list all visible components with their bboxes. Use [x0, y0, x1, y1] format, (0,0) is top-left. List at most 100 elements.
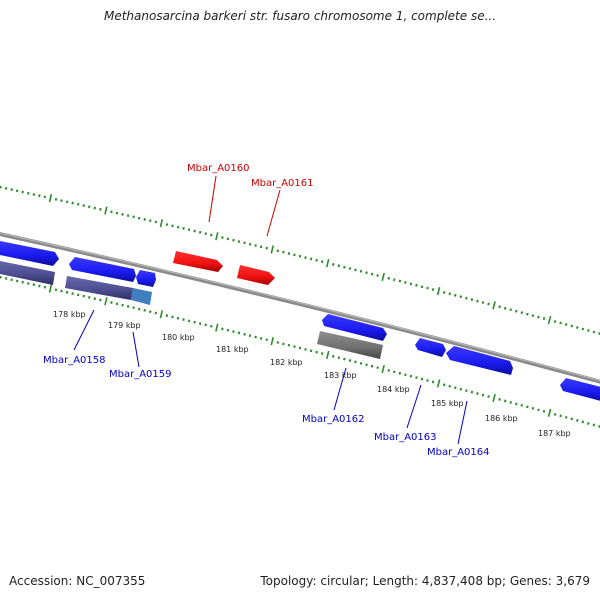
minor-tick: [82, 204, 85, 207]
minor-tick: [115, 302, 119, 306]
label-leaders: [73, 175, 468, 445]
minor-tick: [110, 301, 113, 304]
minor-tick: [254, 335, 257, 339]
minor-tick: [60, 289, 63, 293]
gene-block[interactable]: [317, 331, 383, 359]
minor-tick: [71, 201, 74, 205]
minor-tick: [243, 241, 246, 245]
minor-tick: [509, 401, 513, 404]
gene-block[interactable]: [0, 260, 55, 285]
minor-tick: [348, 359, 352, 362]
tick-label: 180 kbp: [162, 333, 195, 342]
minor-tick: [587, 422, 590, 425]
minor-tick: [4, 277, 8, 280]
minor-tick: [15, 279, 19, 283]
minor-tick: [376, 274, 379, 277]
minor-tick: [387, 369, 390, 372]
minor-tick: [171, 315, 174, 319]
minor-tick: [426, 286, 429, 290]
minor-tick: [454, 293, 457, 297]
gene-track-forward: [0, 240, 600, 402]
minor-tick: [476, 392, 479, 395]
tick-label: 185 kbp: [431, 399, 464, 408]
gene-arrow[interactable]: [322, 314, 387, 341]
minor-tick: [470, 298, 474, 302]
minor-tick: [226, 328, 230, 332]
minor-tick: [304, 256, 307, 260]
minor-tick: [503, 399, 507, 403]
minor-tick: [542, 317, 546, 320]
gene-block-rna[interactable]: [131, 288, 152, 305]
gene-labels: Mbar_A0160 Mbar_A0161 Mbar_A0158 Mbar_A0…: [43, 163, 490, 458]
gene-arrow-mbar-a0161[interactable]: [237, 265, 275, 285]
gene-arrow[interactable]: [69, 257, 136, 282]
minor-tick: [315, 350, 318, 354]
minor-tick: [476, 299, 479, 303]
major-tick: [270, 245, 274, 254]
major-tick: [381, 272, 385, 281]
minor-tick: [204, 323, 207, 327]
minor-tick: [393, 370, 396, 374]
minor-tick: [187, 228, 191, 232]
minor-tick: [559, 414, 562, 418]
minor-tick: [426, 379, 429, 382]
minor-tick: [126, 214, 130, 218]
minor-tick: [276, 341, 280, 344]
tick-label: 181 kbp: [216, 345, 249, 354]
minor-tick: [115, 211, 119, 215]
major-tick: [215, 232, 219, 241]
gene-block[interactable]: [65, 276, 133, 300]
minor-tick: [60, 199, 63, 202]
gene-arrow[interactable]: [415, 338, 446, 357]
minor-tick: [210, 324, 213, 328]
gene-arrow-mbar-a0160[interactable]: [173, 251, 223, 272]
minor-tick: [193, 320, 196, 324]
gene-arrow[interactable]: [0, 240, 59, 266]
gene-label-mbar-a0161[interactable]: Mbar_A0161: [251, 178, 314, 189]
gene-arrow[interactable]: [136, 270, 156, 287]
major-tick: [436, 286, 441, 296]
major-tick: [436, 379, 441, 388]
minor-tick: [27, 191, 30, 195]
minor-tick: [393, 278, 396, 282]
minor-tick: [370, 364, 374, 368]
inner-tick-ring: [0, 275, 600, 428]
minor-tick: [559, 321, 562, 325]
minor-tick: [76, 202, 80, 206]
minor-tick: [293, 253, 296, 257]
gene-label-mbar-a0163[interactable]: Mbar_A0163: [374, 432, 437, 443]
minor-tick: [265, 246, 268, 250]
minor-tick: [65, 200, 69, 204]
minor-tick: [110, 210, 113, 214]
tick-label: 186 kbp: [485, 414, 518, 423]
minor-tick: [365, 363, 368, 367]
major-tick: [48, 194, 53, 203]
gene-label-mbar-a0159[interactable]: Mbar_A0159: [109, 369, 172, 380]
gene-label-mbar-a0158[interactable]: Mbar_A0158: [43, 355, 106, 366]
minor-tick: [481, 301, 485, 304]
minor-tick: [54, 288, 58, 292]
minor-tick: [431, 380, 435, 384]
gene-arrow[interactable]: [560, 378, 600, 402]
minor-tick: [21, 280, 24, 284]
minor-tick: [99, 298, 102, 302]
minor-tick: [542, 409, 546, 413]
gene-label-mbar-a0162[interactable]: Mbar_A0162: [302, 414, 365, 425]
minor-tick: [465, 389, 468, 393]
minor-tick: [387, 276, 390, 280]
minor-tick: [88, 205, 91, 209]
major-tick: [104, 297, 108, 306]
minor-tick: [531, 314, 535, 318]
minor-tick: [587, 329, 590, 332]
gene-label-mbar-a0164[interactable]: Mbar_A0164: [427, 447, 490, 458]
minor-tick: [503, 306, 507, 310]
minor-tick: [0, 275, 2, 279]
major-tick: [325, 258, 330, 268]
minor-tick: [520, 311, 524, 315]
genome-summary-text: Topology: circular; Length: 4,837,408 bp…: [260, 574, 590, 588]
gene-label-mbar-a0160[interactable]: Mbar_A0160: [187, 163, 250, 174]
minor-tick: [592, 423, 596, 427]
gene-arrow[interactable]: [446, 346, 513, 375]
minor-tick: [126, 305, 130, 308]
